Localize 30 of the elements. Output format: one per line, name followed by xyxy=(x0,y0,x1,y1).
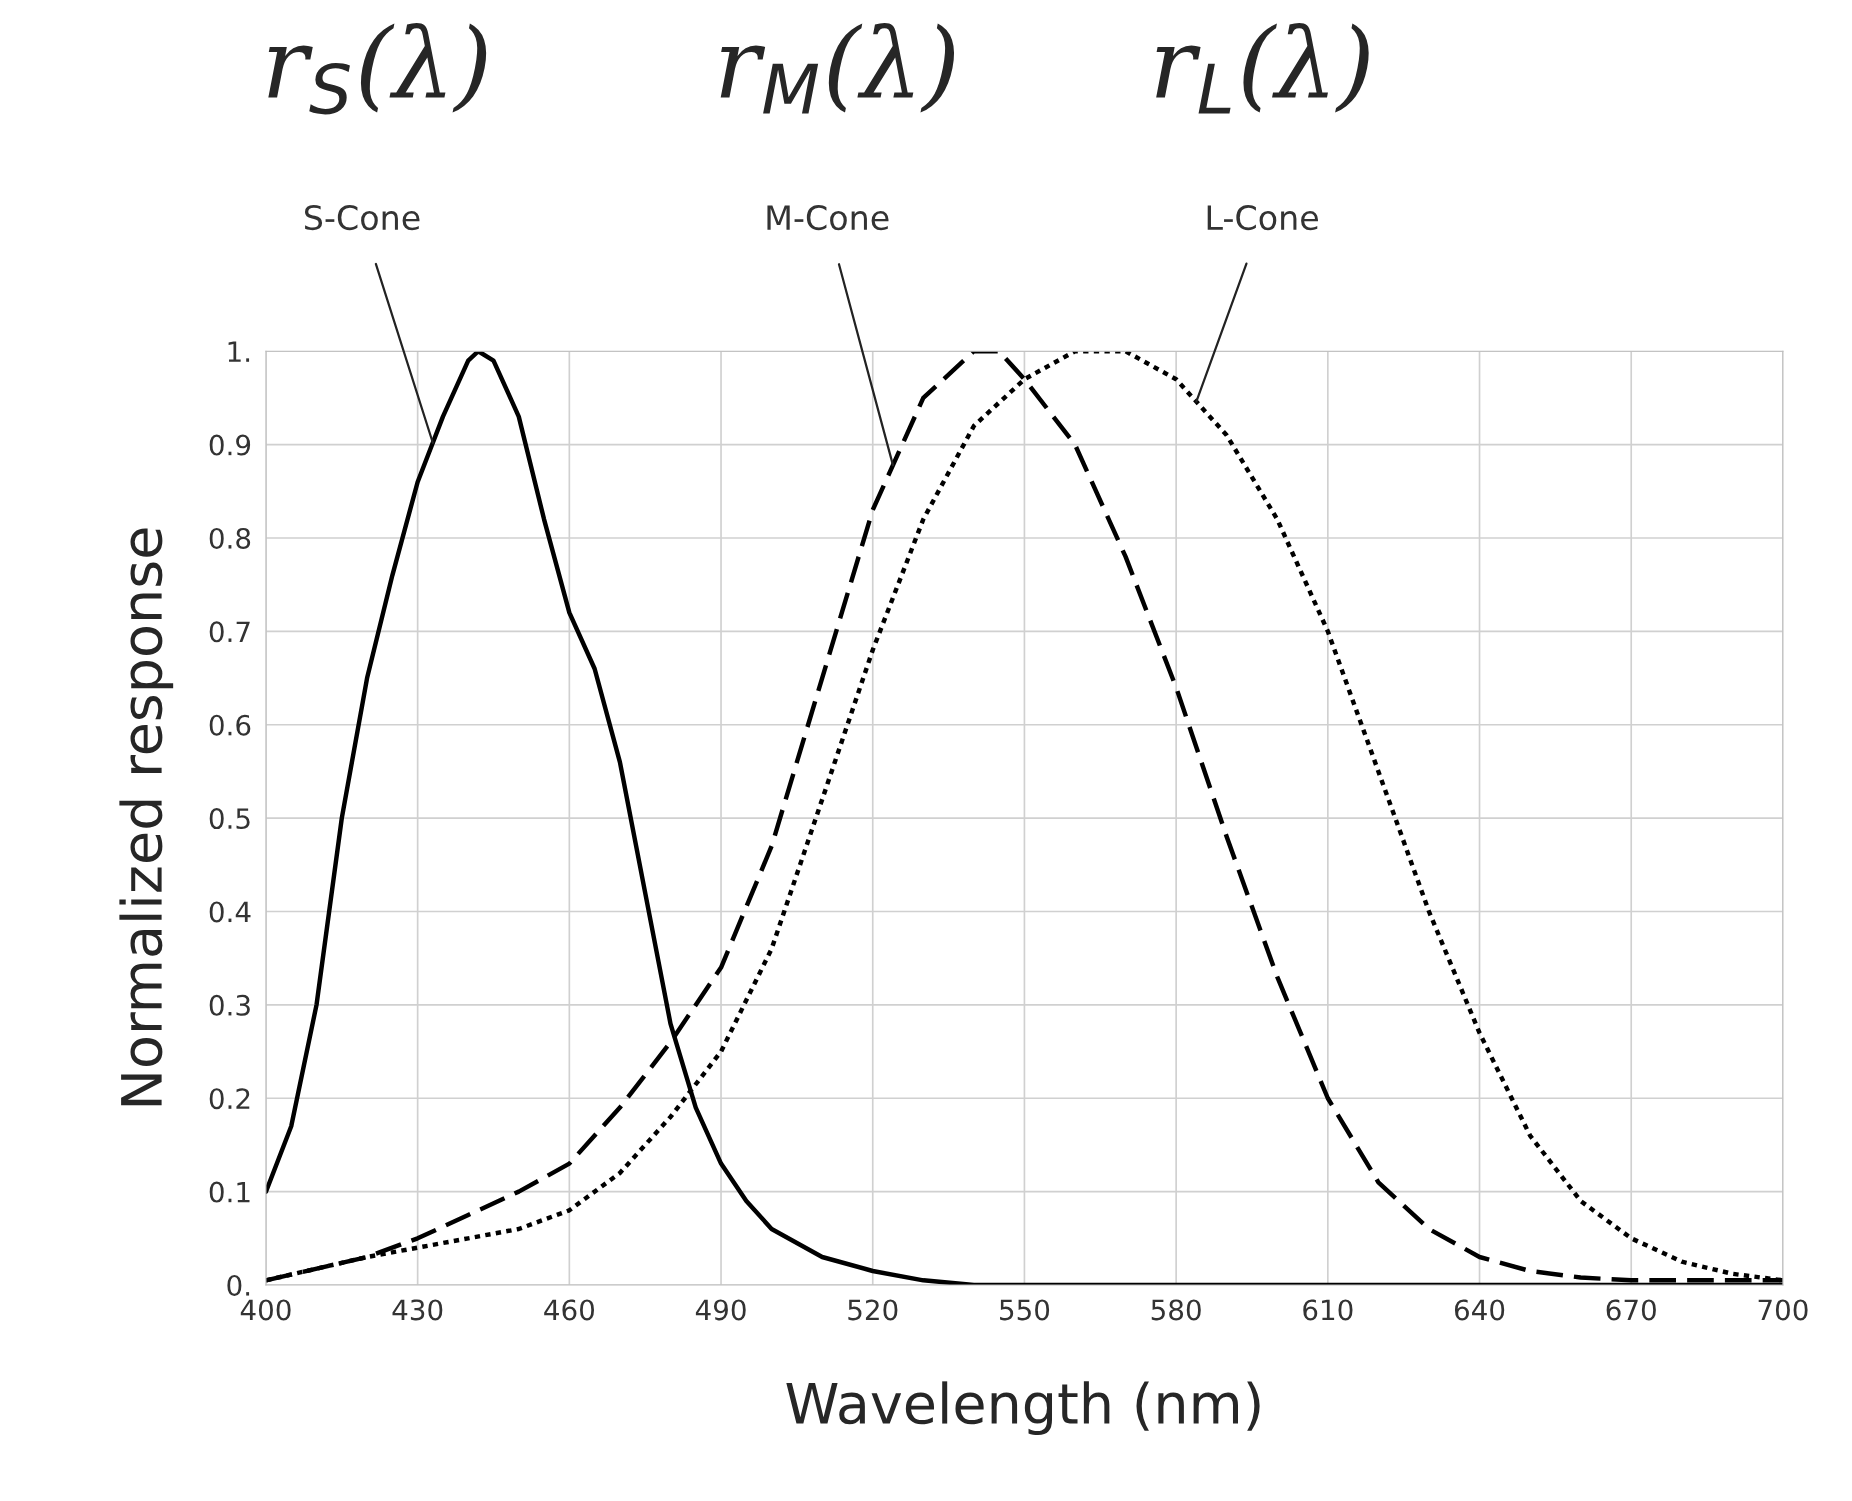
y-tick-label: 0.5 xyxy=(209,808,250,830)
y-tick-label: 0.7 xyxy=(209,621,250,643)
y-tick-label: 0. xyxy=(227,1274,250,1296)
x-tick-label: 550 xyxy=(1000,1299,1050,1321)
y-axis-title: Normalized response xyxy=(119,528,174,1106)
y-tick-label: 1. xyxy=(228,341,250,362)
text: r$_{S}$(λ) xyxy=(268,23,487,115)
x-tick-label: 670 xyxy=(1606,1299,1656,1321)
text: S-Cone xyxy=(304,204,420,231)
x-tick-label: 460 xyxy=(544,1299,595,1321)
y-tick-label: 0.8 xyxy=(209,527,251,549)
y-tick-label: 0.2 xyxy=(209,1088,250,1110)
y-tick-label: 0.1 xyxy=(209,1181,250,1203)
text: r$_{M}$(λ) xyxy=(720,23,955,114)
x-tick-label: 610 xyxy=(1303,1299,1353,1321)
y-tick-label: 0.6 xyxy=(209,714,251,736)
text: r$_{L}$(λ) xyxy=(1156,23,1369,114)
x-tick-label: 700 xyxy=(1758,1299,1808,1321)
y-tick-label: 0.9 xyxy=(209,434,251,456)
x-tick-label: 490 xyxy=(695,1299,746,1321)
x-tick-label: 640 xyxy=(1454,1299,1505,1321)
y-tick-label: 0.4 xyxy=(209,901,251,923)
text: L-Cone xyxy=(1207,204,1318,231)
x-axis-title: Wavelength (nm) xyxy=(786,1381,1260,1436)
x-tick-label: 520 xyxy=(848,1299,898,1321)
x-tick-label: 400 xyxy=(240,1299,291,1321)
y-tick-label: 0.3 xyxy=(209,994,250,1016)
text: M-Cone xyxy=(767,204,889,231)
x-tick-label: 580 xyxy=(1151,1299,1201,1321)
x-tick-label: 430 xyxy=(392,1299,443,1321)
